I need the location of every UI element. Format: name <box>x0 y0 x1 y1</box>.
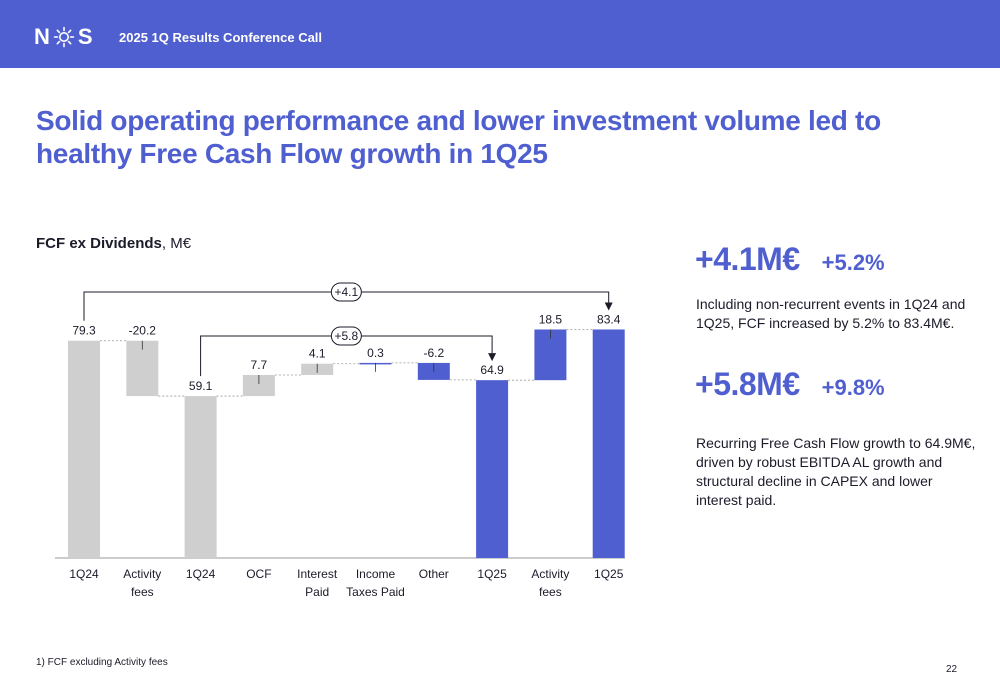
chart-title-unit: , M€ <box>161 235 192 252</box>
category-label-4-0: Interest <box>297 567 338 581</box>
value-label-4: 4.1 <box>309 347 326 361</box>
footnote: 1) FCF excluding Activity fees <box>36 657 168 668</box>
bar-9 <box>592 329 625 558</box>
bar-7 <box>476 380 509 558</box>
value-label-0: 79.3 <box>72 324 96 338</box>
bar-1 <box>126 340 159 397</box>
category-label-8-1: fees <box>539 585 562 599</box>
bar-0 <box>68 340 100 558</box>
bracket-pill-1 <box>330 326 362 346</box>
kpi-recurring-amount: +5.8M€ <box>695 366 800 402</box>
value-label-7: 64.9 <box>480 363 504 377</box>
kpi-recurring-percent: +9.8% <box>821 375 885 400</box>
category-label-2-0: 1Q24 <box>186 567 216 581</box>
category-label-0-0: 1Q24 <box>69 567 99 581</box>
value-label-2: 59.1 <box>189 379 213 393</box>
value-label-3: 7.7 <box>251 358 268 372</box>
category-label-1-1: fees <box>131 585 154 599</box>
bar-3 <box>242 374 275 397</box>
bracket-label-1: +5.8 <box>334 329 358 343</box>
category-label-4-1: Paid <box>305 585 329 599</box>
bracket-pill-0 <box>330 282 362 302</box>
sun-icon <box>53 26 75 48</box>
value-label-5: 0.3 <box>367 346 384 360</box>
category-label-1-0: Activity <box>123 567 161 581</box>
bracket-arrow-0 <box>604 302 613 311</box>
category-label-5-0: Income <box>356 567 396 581</box>
category-label-6-0: Other <box>419 567 449 581</box>
kpi-total-percent: +5.2% <box>821 250 885 275</box>
value-label-1: -20.2 <box>129 324 157 338</box>
slide-headline: Solid operating performance and lower in… <box>36 105 881 169</box>
nos-logo: N S <box>34 26 93 48</box>
value-label-6: -6.2 <box>423 346 444 360</box>
category-label-9-0: 1Q25 <box>594 567 624 581</box>
presentation-title: 2025 1Q Results Conference Call <box>119 30 323 45</box>
kpi-total-growth: +4.1M€ +5.2% <box>695 241 885 278</box>
category-label-7-0: 1Q25 <box>477 567 507 581</box>
category-label-5-1: Taxes Paid <box>346 585 405 599</box>
value-label-8: 18.5 <box>539 312 563 326</box>
kpi-total-amount: +4.1M€ <box>695 241 800 277</box>
category-label-8-0: Activity <box>531 567 569 581</box>
logo-letter-n: N <box>34 24 50 49</box>
logo-letter-s: S <box>77 24 93 49</box>
top-bar: N S 2025 1Q Results Conference Call <box>0 0 1000 68</box>
kpi-recurring-growth: +5.8M€ +9.8% <box>695 366 885 403</box>
chart-title: FCF ex Dividends, M€ <box>36 235 191 252</box>
kpi-recurring-description: Recurring Free Cash Flow growth to 64.9M… <box>696 435 976 508</box>
bracket-arrow-1 <box>488 353 497 362</box>
bar-2 <box>184 396 217 558</box>
bracket-label-0: +4.1 <box>334 285 358 299</box>
value-label-9: 83.4 <box>597 312 621 326</box>
kpi-total-description: Including non-recurrent events in 1Q24 a… <box>696 296 966 331</box>
page-number: 22 <box>946 664 958 675</box>
category-label-3-0: OCF <box>246 567 271 581</box>
chart-title-bold: FCF ex Dividends <box>36 235 162 252</box>
